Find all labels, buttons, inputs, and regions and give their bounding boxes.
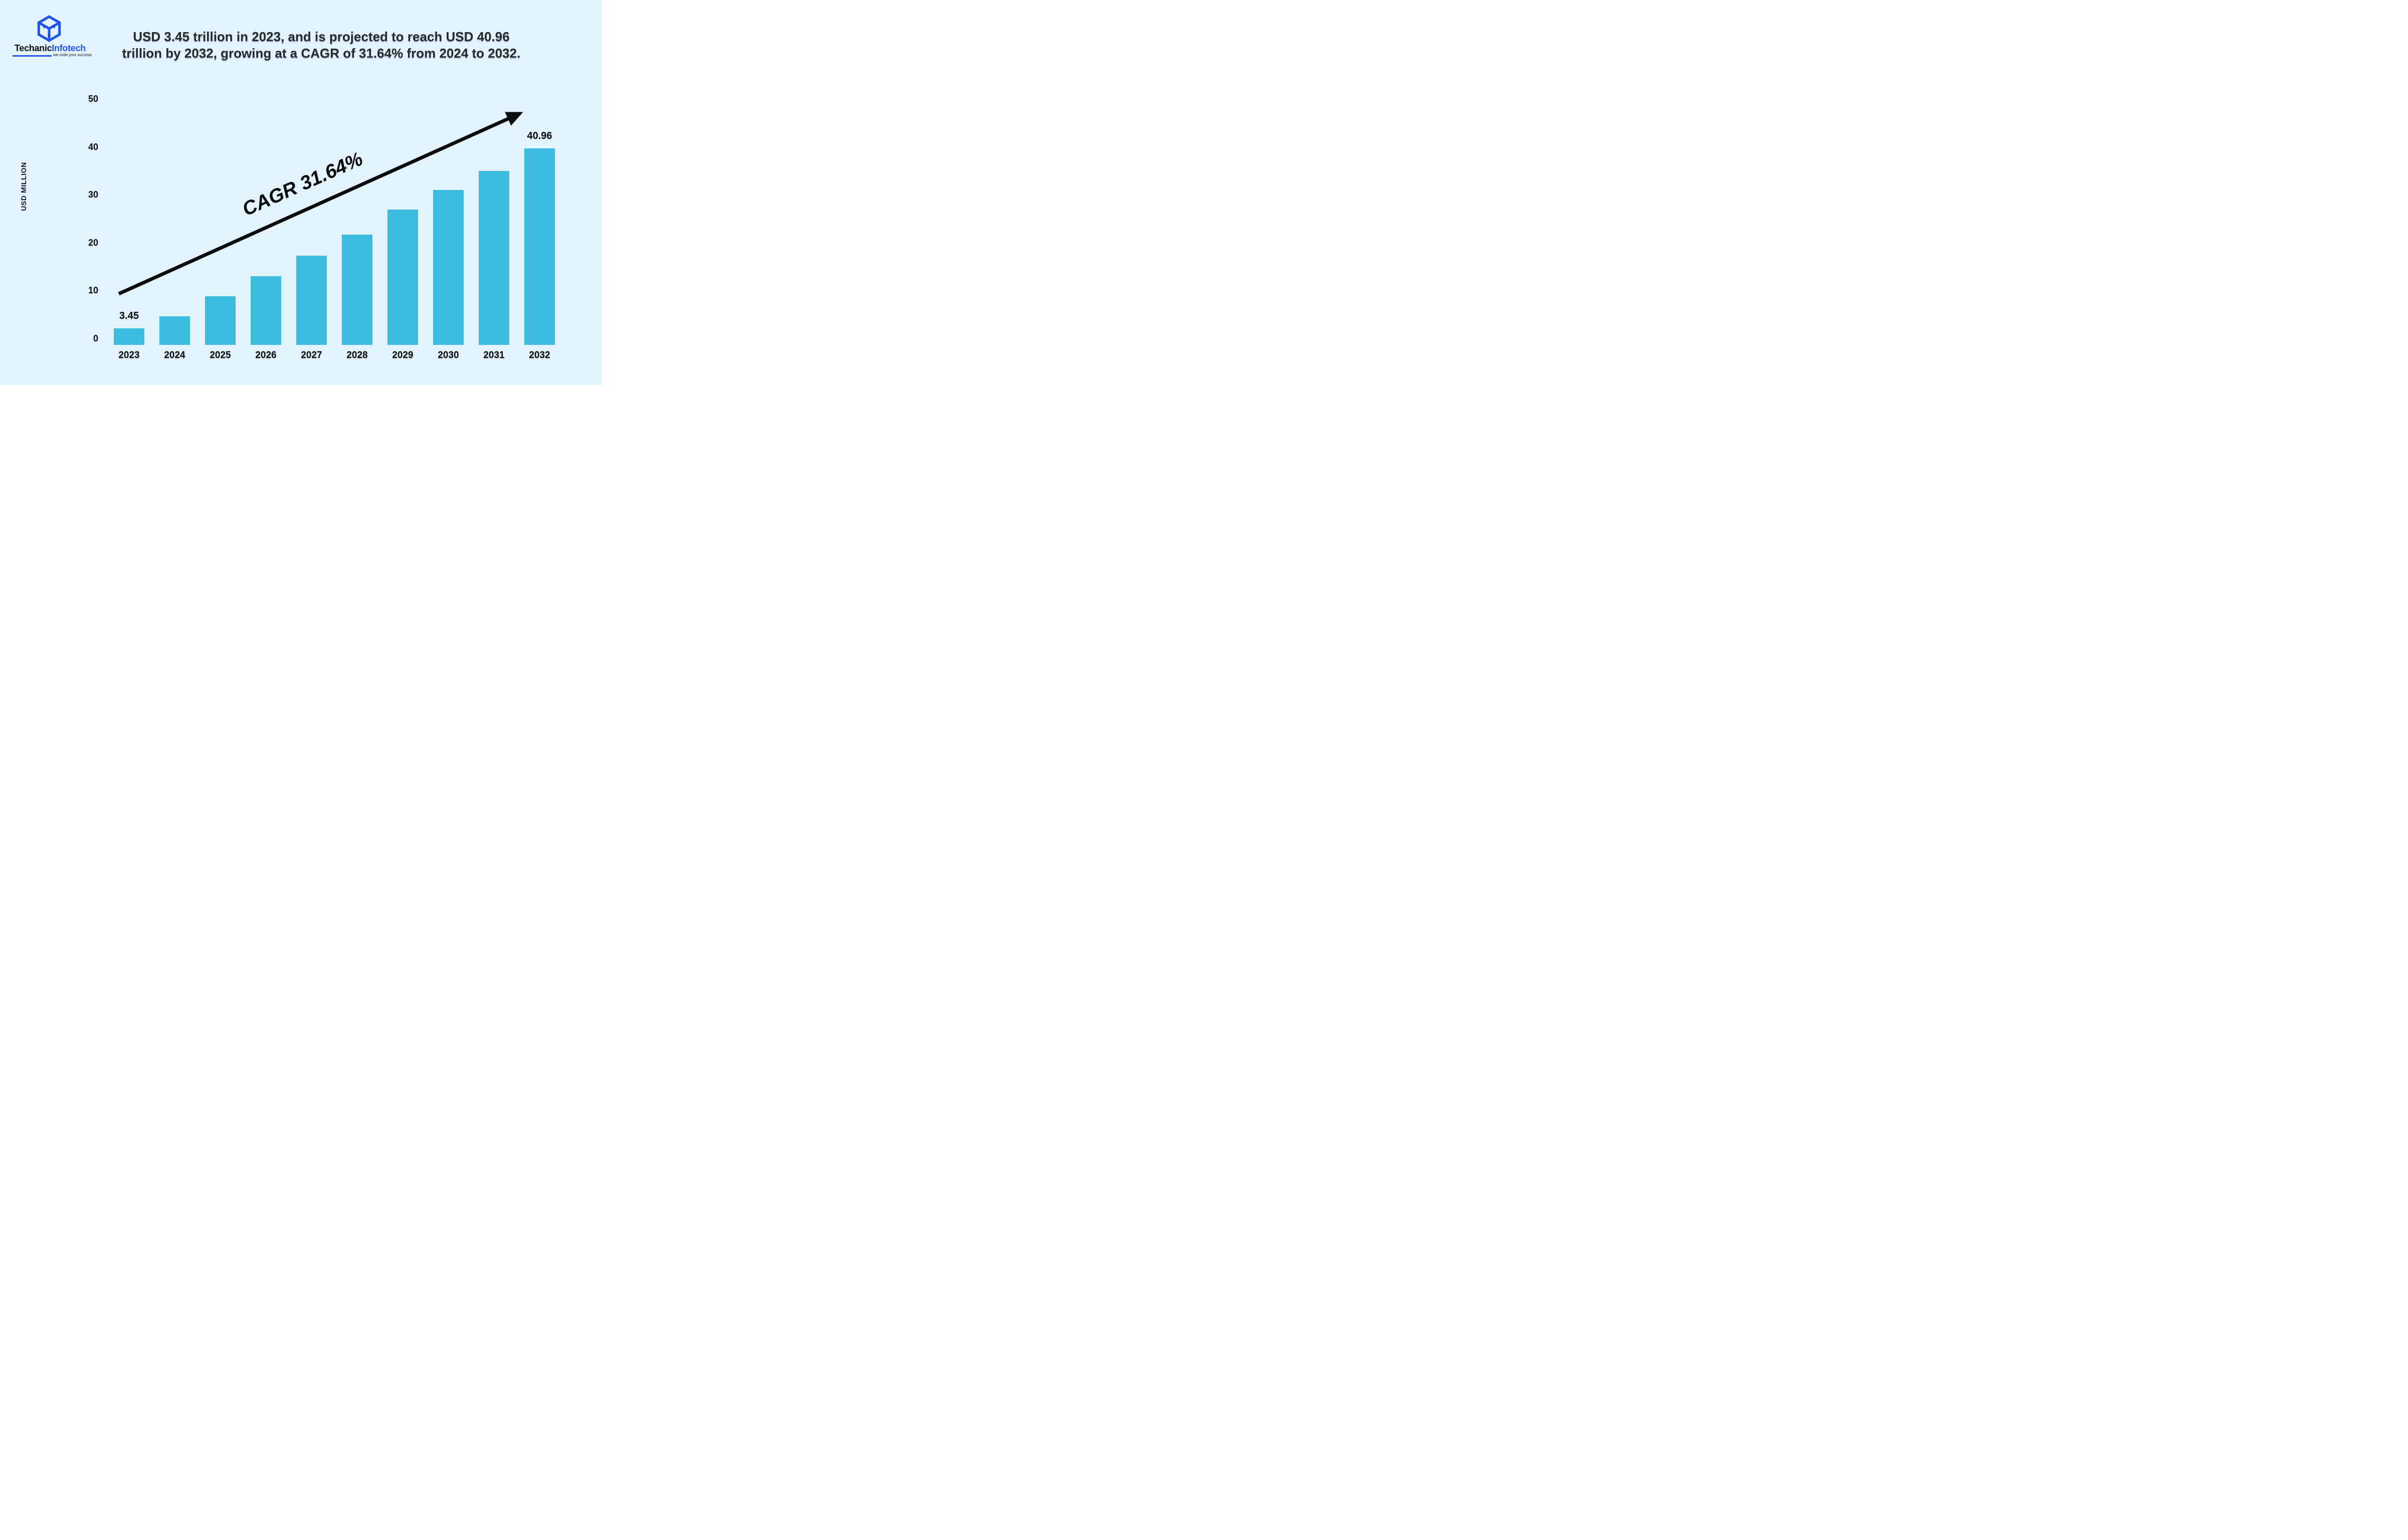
bar-2028 (342, 235, 372, 345)
bar-slot-2025: 2025 (205, 40, 236, 360)
bar-2026 (251, 276, 281, 345)
x-tick-label-2031: 2031 (483, 350, 505, 360)
y-tick-label-0: 0 (93, 333, 98, 343)
brand-name-black: Techanic (15, 43, 52, 53)
bar-slot-2029: 2029 (387, 40, 418, 360)
chart-title-line2: trillion by 2032, growing at a CAGR of 3… (122, 46, 521, 61)
bar-slot-2026: 2026 (251, 40, 281, 360)
bar-2027 (296, 256, 327, 345)
y-axis-title: USD MILLION (20, 162, 28, 211)
bar-slot-2027: 2027 (296, 40, 327, 360)
bar-2023 (114, 328, 144, 345)
x-tick-label-2028: 2028 (346, 350, 368, 360)
x-tick-label-2027: 2027 (301, 350, 322, 360)
y-tick-label-30: 30 (88, 189, 98, 200)
brand-tagline: we code your success (53, 53, 92, 57)
y-axis-ticks: 0 10 20 30 40 50 (70, 0, 98, 385)
bar-slot-2032: 40.96 2032 (524, 40, 555, 360)
bar-value-label-2032: 40.96 (527, 130, 552, 142)
y-tick-label-20: 20 (88, 237, 98, 248)
x-tick-label-2026: 2026 (255, 350, 277, 360)
x-tick-label-2029: 2029 (392, 350, 414, 360)
bar-slot-2028: 2028 (342, 40, 372, 360)
brand-name: TechanicInfotech (15, 43, 86, 54)
bar-2025 (205, 296, 236, 345)
chart-title-line1: USD 3.45 trillion in 2023, and is projec… (133, 29, 510, 44)
y-tick-label-10: 10 (88, 285, 98, 296)
bar-slot-2030: 2030 (433, 40, 464, 360)
x-tick-label-2023: 2023 (118, 350, 140, 360)
x-tick-label-2024: 2024 (164, 350, 185, 360)
bar-2024 (159, 316, 190, 345)
y-tick-label-40: 40 (88, 141, 98, 152)
bar-2029 (387, 209, 418, 345)
bar-slot-2031: 2031 (479, 40, 509, 360)
x-tick-label-2030: 2030 (438, 350, 459, 360)
infographic-canvas: TechanicInfotech we code your success US… (0, 0, 602, 385)
bar-slot-2024: 2024 (159, 40, 190, 360)
logo-underline (13, 55, 52, 57)
bar-2032 (524, 148, 555, 345)
brand-name-blue: Infotech (52, 43, 86, 53)
y-tick-label-50: 50 (88, 94, 98, 104)
x-tick-label-2025: 2025 (210, 350, 231, 360)
logo-cube-icon (37, 15, 61, 42)
bar-slot-2023: 3.45 2023 (114, 40, 144, 360)
bar-2030 (433, 190, 464, 345)
chart-title: USD 3.45 trillion in 2023, and is projec… (116, 29, 527, 62)
bar-2031 (479, 171, 509, 345)
bar-value-label-2023: 3.45 (119, 310, 139, 321)
x-tick-label-2032: 2032 (529, 350, 550, 360)
plot-area: 3.45 2023 2024 2025 2026 2027 2028 2029 2030 2031… (114, 40, 555, 360)
